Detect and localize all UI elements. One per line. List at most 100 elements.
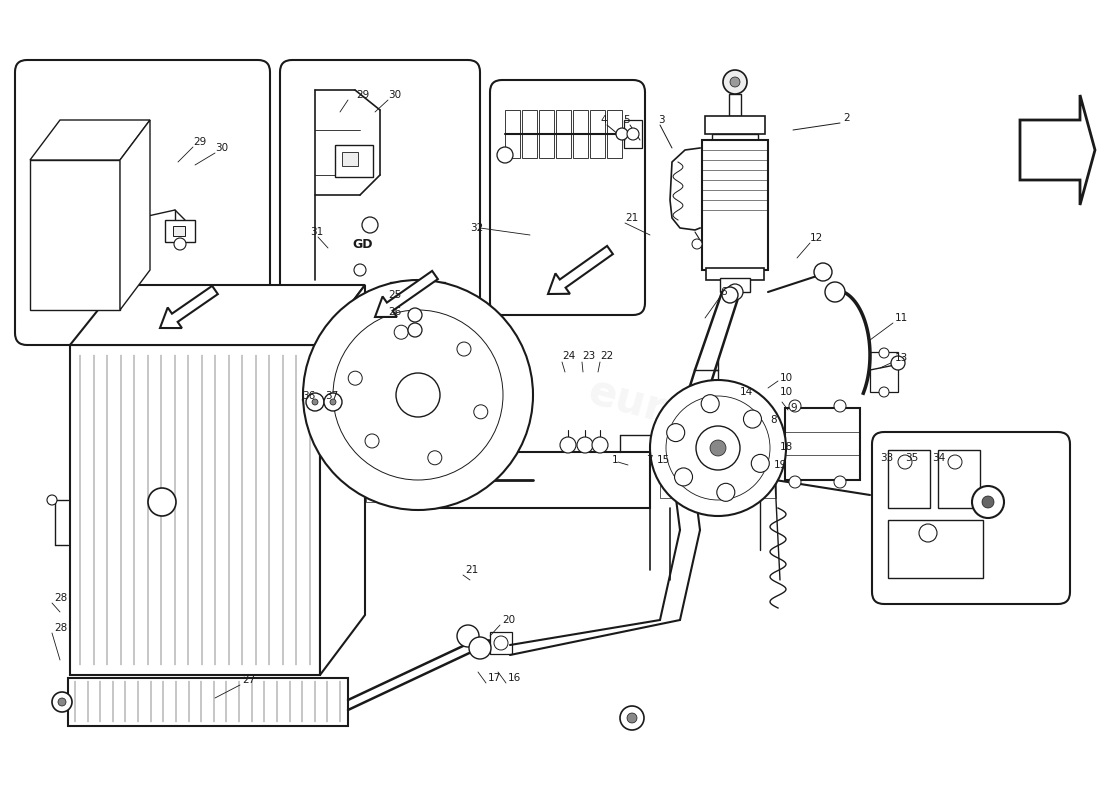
Bar [660, 462, 672, 498]
FancyArrow shape [548, 246, 613, 294]
FancyBboxPatch shape [15, 60, 270, 345]
Bar [698, 462, 711, 498]
Bar [338, 458, 351, 502]
Circle shape [692, 239, 702, 249]
Circle shape [982, 496, 994, 508]
Circle shape [627, 713, 637, 723]
Circle shape [312, 399, 318, 405]
Text: 15: 15 [657, 455, 670, 465]
Bar [725, 462, 737, 498]
Circle shape [730, 77, 740, 87]
Circle shape [58, 698, 66, 706]
Polygon shape [1020, 95, 1094, 205]
Circle shape [349, 371, 362, 385]
Text: 34: 34 [932, 453, 945, 463]
Text: 29: 29 [192, 137, 207, 147]
Text: 7: 7 [646, 455, 652, 465]
Bar [173, 226, 185, 236]
Circle shape [674, 468, 693, 486]
Text: 21: 21 [625, 213, 638, 223]
Bar [738, 462, 750, 498]
Circle shape [408, 323, 422, 337]
Circle shape [898, 455, 912, 469]
Circle shape [333, 310, 503, 480]
Circle shape [834, 400, 846, 412]
Bar [68, 678, 348, 726]
Circle shape [620, 706, 644, 730]
Text: 12: 12 [810, 233, 823, 243]
Text: 26: 26 [388, 307, 401, 317]
Circle shape [723, 70, 747, 94]
Bar [624, 120, 642, 148]
Text: 31: 31 [310, 227, 323, 237]
Polygon shape [30, 120, 150, 160]
FancyBboxPatch shape [280, 60, 480, 345]
Text: 22: 22 [600, 351, 614, 361]
Text: 30: 30 [388, 90, 401, 100]
Bar [324, 458, 337, 502]
Bar [785, 408, 860, 480]
Bar [764, 462, 776, 498]
Circle shape [789, 476, 801, 488]
Bar [342, 152, 358, 166]
Circle shape [474, 405, 487, 419]
Circle shape [710, 440, 726, 456]
Text: 9: 9 [790, 403, 796, 413]
Circle shape [834, 476, 846, 488]
Circle shape [879, 387, 889, 397]
Circle shape [52, 692, 72, 712]
Text: 10: 10 [780, 373, 793, 383]
Circle shape [667, 424, 684, 442]
Text: 35: 35 [905, 453, 918, 463]
Text: 2: 2 [843, 113, 849, 123]
Circle shape [148, 488, 176, 516]
Circle shape [666, 396, 770, 500]
Text: 8: 8 [770, 415, 777, 425]
Circle shape [891, 356, 905, 370]
Bar [706, 268, 764, 280]
Polygon shape [120, 120, 150, 310]
Bar [352, 458, 365, 502]
Bar [310, 458, 323, 502]
FancyBboxPatch shape [872, 432, 1070, 604]
Bar [556, 110, 571, 158]
Bar [573, 110, 588, 158]
Circle shape [717, 483, 735, 502]
Circle shape [469, 637, 491, 659]
Text: 32: 32 [470, 223, 483, 233]
Circle shape [354, 264, 366, 276]
Circle shape [560, 437, 576, 453]
Circle shape [789, 400, 801, 412]
Text: 21: 21 [465, 565, 478, 575]
Bar [705, 116, 764, 134]
Bar [522, 110, 537, 158]
Bar [539, 110, 554, 158]
Text: 17: 17 [488, 673, 502, 683]
Text: 28: 28 [54, 593, 67, 603]
Bar [888, 450, 930, 508]
FancyArrow shape [160, 286, 218, 328]
Bar [390, 282, 446, 300]
Circle shape [918, 524, 937, 542]
Circle shape [394, 326, 408, 339]
Text: 18: 18 [780, 442, 793, 452]
Circle shape [456, 342, 471, 356]
Circle shape [494, 636, 508, 650]
Circle shape [365, 434, 380, 448]
Circle shape [627, 128, 639, 140]
Text: 29: 29 [356, 90, 370, 100]
FancyArrow shape [375, 271, 438, 317]
Circle shape [701, 394, 719, 413]
Text: europarts: europarts [583, 370, 816, 470]
Bar [394, 458, 407, 502]
Bar [712, 462, 724, 498]
Circle shape [814, 263, 832, 281]
Bar [720, 278, 750, 292]
Text: 13: 13 [895, 353, 909, 363]
Text: 19: 19 [774, 460, 788, 470]
Bar [165, 220, 195, 242]
Bar [607, 110, 621, 158]
Text: 11: 11 [895, 313, 909, 323]
Circle shape [408, 308, 422, 322]
Circle shape [650, 380, 786, 516]
